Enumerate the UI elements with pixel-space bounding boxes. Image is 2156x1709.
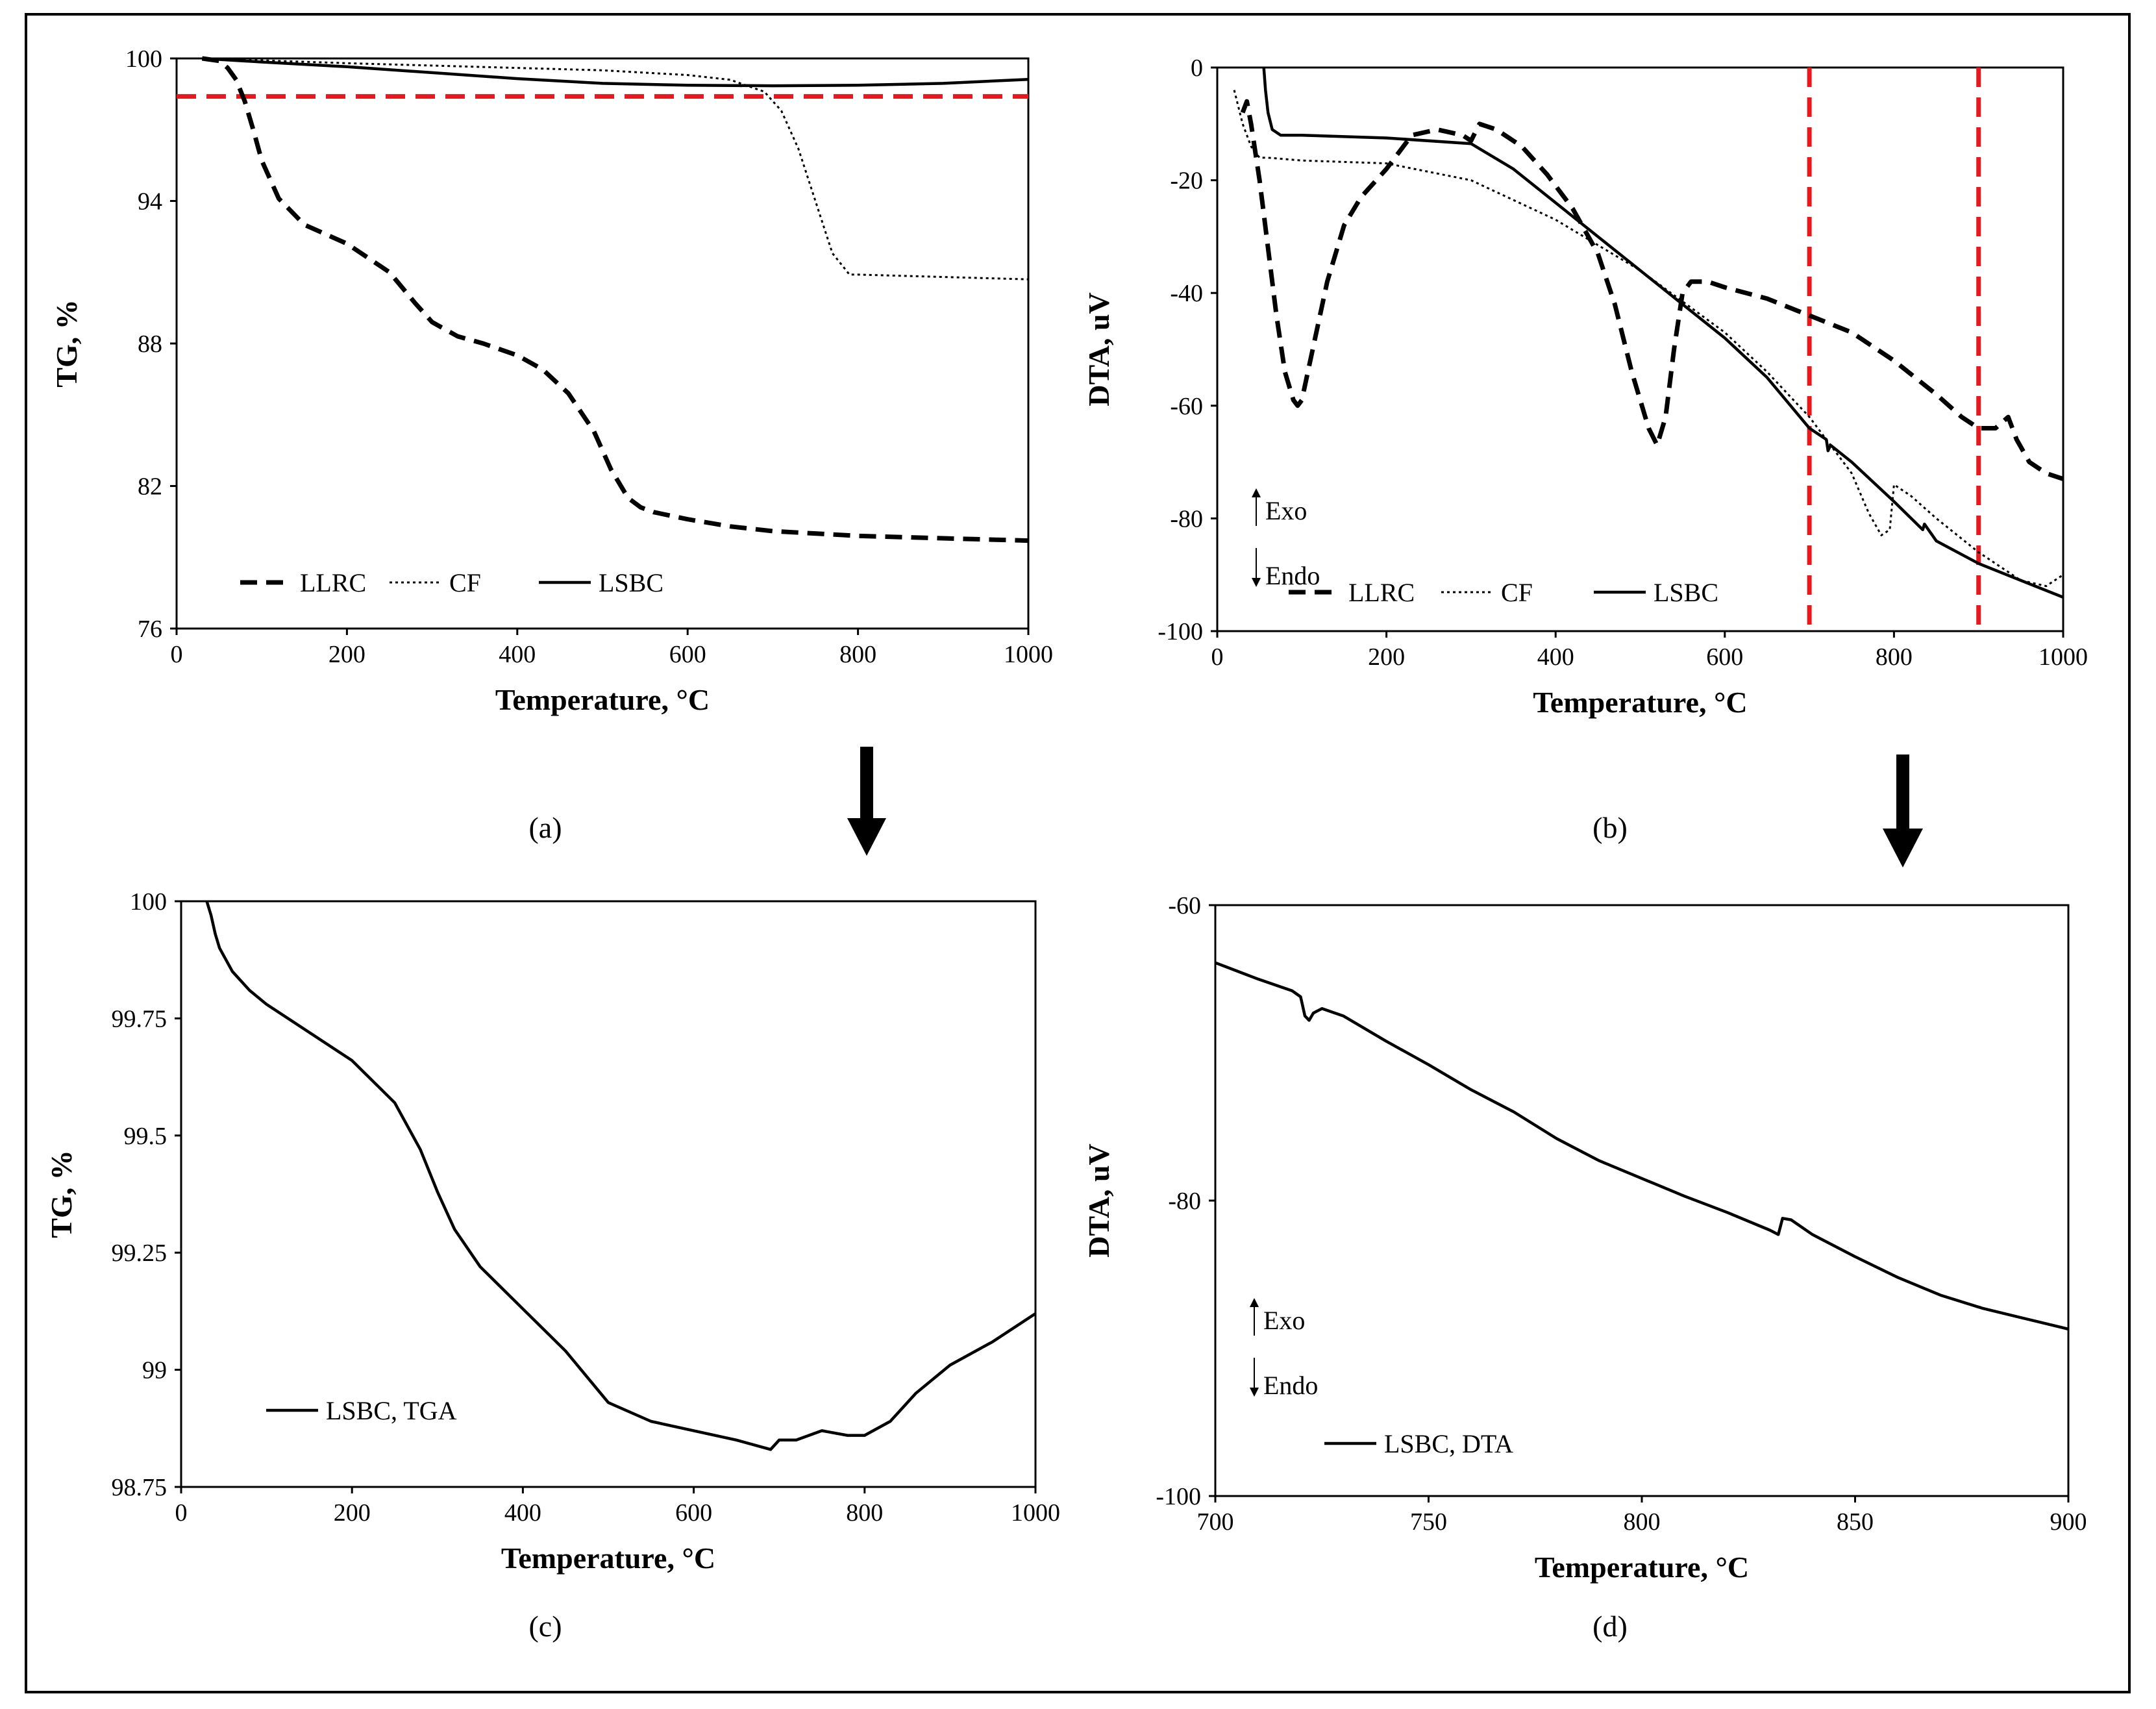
x-tick-label: 800 bbox=[1876, 643, 1913, 671]
x-tick-label: 200 bbox=[334, 1499, 371, 1527]
x-tick-label: 1000 bbox=[1011, 1499, 1060, 1527]
x-tick-label: 750 bbox=[1410, 1508, 1447, 1536]
x-axis-label: Temperature, °C bbox=[495, 683, 710, 716]
y-tick-label: -100 bbox=[1156, 1483, 1201, 1510]
x-tick-label: 800 bbox=[846, 1499, 883, 1527]
plot-area bbox=[1214, 904, 2070, 1497]
y-tick-label: 99 bbox=[142, 1357, 167, 1384]
y-tick-label: 0 bbox=[1191, 55, 1203, 82]
y-tick-label: 100 bbox=[130, 888, 167, 916]
down-arrow-icon bbox=[847, 747, 886, 856]
series-line-lsbc-dta bbox=[1215, 961, 2069, 1331]
y-tick-label: -100 bbox=[1158, 618, 1203, 645]
x-tick-label: 800 bbox=[839, 641, 876, 668]
legend-label: LSBC bbox=[599, 568, 663, 597]
x-axis-label: Temperature, °C bbox=[501, 1541, 715, 1575]
y-tick-label: 99.5 bbox=[124, 1123, 167, 1150]
y-tick-label: -40 bbox=[1170, 280, 1203, 307]
x-tick-label: 200 bbox=[1368, 643, 1405, 671]
exo-label: Exo bbox=[1263, 1306, 1305, 1335]
chart-panel-a: 0 200 400 600 800 1000 76 82 88 94 100 Temperature,… bbox=[50, 45, 1053, 716]
y-tick-label: -20 bbox=[1170, 168, 1203, 195]
y-tick-label: -60 bbox=[1168, 892, 1201, 919]
caption-b: (b) bbox=[1592, 811, 1628, 844]
x-tick-label: 1000 bbox=[2038, 643, 2088, 671]
x-axis-label: Temperature, °C bbox=[1535, 1551, 1749, 1584]
legend-label: LLRC bbox=[300, 568, 366, 597]
y-tick-label: 82 bbox=[138, 473, 162, 501]
y-tick-label: -80 bbox=[1170, 505, 1203, 532]
x-tick-label: 1000 bbox=[1004, 641, 1053, 668]
series-line-lsbc bbox=[1262, 67, 2064, 599]
y-tick-label: 99.25 bbox=[112, 1240, 167, 1267]
series-line-llrc bbox=[1240, 99, 2064, 481]
caption-c: (c) bbox=[528, 1610, 562, 1643]
y-tick-label: 98.75 bbox=[112, 1474, 167, 1501]
down-arrow-icon bbox=[1252, 578, 1261, 587]
series-line-lsbc bbox=[202, 56, 1029, 88]
y-axis-label: DTA, uV bbox=[1082, 292, 1115, 406]
x-tick-label: 0 bbox=[175, 1499, 188, 1527]
caption-a: (a) bbox=[528, 811, 562, 844]
exo-label: Exo bbox=[1265, 496, 1307, 525]
plot-area bbox=[180, 900, 1037, 1488]
x-tick-label: 850 bbox=[1837, 1508, 1874, 1536]
x-tick-label: 0 bbox=[171, 641, 183, 668]
legend-label: LSBC, TGA bbox=[326, 1396, 457, 1425]
chart-panel-c: 0 200 400 600 800 1000 98.75 99 99.25 99.5 99.75 10… bbox=[45, 888, 1060, 1575]
series-line-cf bbox=[1233, 90, 2064, 588]
legend-label: LLRC bbox=[1348, 578, 1415, 607]
chart-panel-d: 700 750 800 850 900 -100 -80 -60 Temperature, °C… bbox=[1082, 892, 2087, 1584]
x-tick-label: 600 bbox=[675, 1499, 712, 1527]
y-axis-label: DTA, uV bbox=[1082, 1143, 1115, 1258]
x-tick-label: 400 bbox=[499, 641, 536, 668]
y-tick-label: 76 bbox=[138, 616, 162, 643]
down-arrow-icon bbox=[1250, 1388, 1259, 1397]
legend-label: CF bbox=[449, 568, 481, 597]
y-tick-label: 88 bbox=[138, 331, 162, 358]
legend-label: CF bbox=[1501, 578, 1533, 607]
x-tick-label: 200 bbox=[328, 641, 366, 668]
plot-area bbox=[1216, 66, 2064, 632]
x-tick-label: 600 bbox=[669, 641, 706, 668]
down-arrow-icon bbox=[1883, 755, 1923, 867]
y-axis-label: TG, % bbox=[45, 1150, 78, 1238]
y-tick-label: -60 bbox=[1170, 393, 1203, 420]
up-arrow-icon bbox=[1252, 488, 1261, 497]
x-tick-label: 400 bbox=[1537, 643, 1574, 671]
x-axis-label: Temperature, °C bbox=[1533, 686, 1747, 719]
y-tick-label: 100 bbox=[125, 45, 162, 73]
y-axis-label: TG, % bbox=[50, 299, 83, 387]
endo-label: Endo bbox=[1265, 561, 1320, 590]
x-tick-label: 400 bbox=[504, 1499, 541, 1527]
x-tick-label: 800 bbox=[1624, 1508, 1661, 1536]
x-tick-label: 0 bbox=[1211, 643, 1224, 671]
series-line-lsbc-tga bbox=[205, 901, 1037, 1451]
x-tick-label: 600 bbox=[1706, 643, 1743, 671]
endo-label: Endo bbox=[1263, 1371, 1318, 1400]
y-tick-label: -80 bbox=[1168, 1188, 1201, 1215]
legend-label: LSBC bbox=[1654, 578, 1718, 607]
up-arrow-icon bbox=[1250, 1298, 1259, 1307]
plot-area bbox=[175, 57, 1030, 630]
x-tick-label: 900 bbox=[2050, 1508, 2087, 1536]
figure-border bbox=[25, 13, 2131, 1693]
y-tick-label: 94 bbox=[138, 188, 162, 216]
caption-d: (d) bbox=[1592, 1610, 1628, 1643]
x-tick-label: 700 bbox=[1197, 1508, 1234, 1536]
series-line-cf bbox=[202, 57, 1029, 281]
y-tick-label: 99.75 bbox=[112, 1005, 167, 1032]
legend-label: LSBC, DTA bbox=[1384, 1429, 1513, 1458]
chart-panel-b: 0 200 400 600 800 1000 -100 -80 -60 -40 -20 0 Temper… bbox=[1082, 55, 2088, 719]
series-line-llrc bbox=[201, 56, 1029, 543]
